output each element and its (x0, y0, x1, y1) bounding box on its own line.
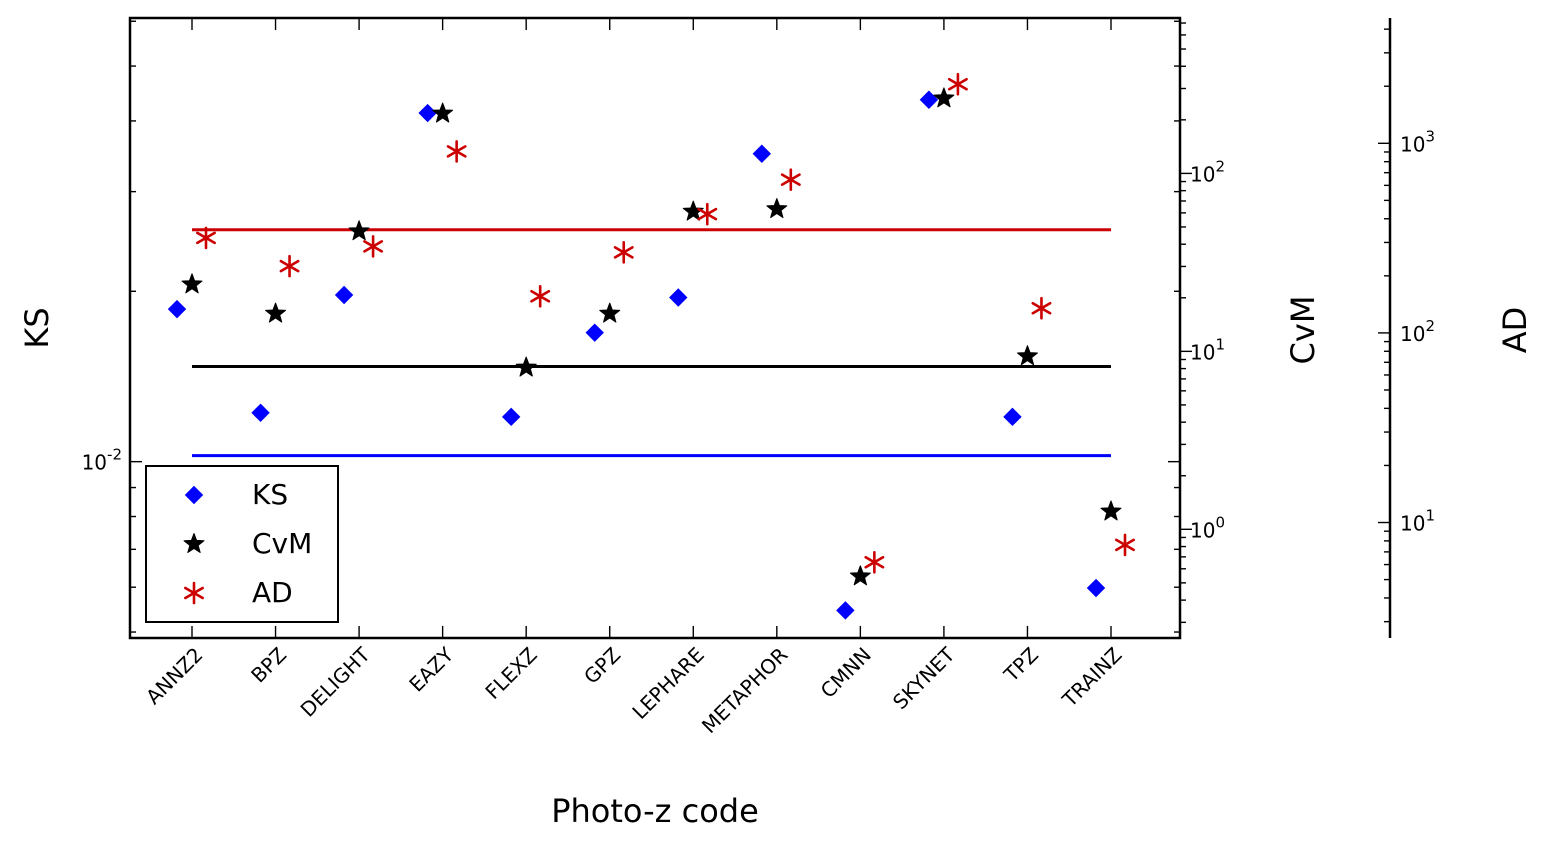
point-ad-metaphor (780, 168, 801, 191)
legend-markers (183, 485, 205, 605)
cvm-axis-title: CvM (1284, 296, 1322, 365)
x-tick-label: GPZ (579, 643, 625, 689)
point-ks-eazy (418, 103, 437, 123)
point-ad-gpz (613, 241, 634, 264)
legend-marker-cvm (183, 533, 205, 553)
point-ad-tpz (1031, 296, 1052, 320)
point-cvm-skynet (933, 87, 955, 108)
point-cvm-tpz (1016, 345, 1038, 366)
point-ks-gpz (585, 323, 604, 342)
x-tick-label: TPZ (998, 643, 1043, 688)
point-ks-metaphor (752, 144, 772, 163)
x-axis-title: Photo-z code (551, 792, 759, 830)
point-cvm-gpz (599, 302, 621, 323)
point-cvm-flexz (515, 356, 537, 377)
point-ks-trainz (1086, 578, 1106, 598)
x-tick-label: LEPHARE (627, 643, 708, 724)
legend-label-cvm: CvM (252, 527, 312, 560)
legend-label-ad: AD (252, 576, 293, 609)
point-ad-annz2 (196, 226, 216, 250)
tick-label-cvm: 101 (1190, 335, 1225, 364)
x-tick-label: BPZ (246, 643, 291, 688)
legend-label-ks: KS (252, 478, 288, 511)
point-ks-cmnn (836, 601, 855, 620)
tick-label-ad: 103 (1400, 127, 1435, 156)
point-ad-skynet (947, 72, 968, 96)
point-ad-trainz (1115, 533, 1135, 557)
point-ad-delight (363, 235, 384, 258)
x-tick-label: DELIGHT (296, 642, 376, 722)
point-ad-annz2-stroke (196, 231, 216, 245)
x-tick-label: EAZY (404, 642, 458, 696)
tick-label-ad: 102 (1400, 317, 1435, 346)
x-tick-label: FLEXZ (480, 643, 541, 704)
reference-lines (192, 228, 1111, 458)
point-cvm-eazy (432, 102, 454, 123)
x-tick-label: TRAINZ (1057, 643, 1127, 713)
legend-marker-ad-stroke (184, 586, 204, 600)
point-ad-metaphor-stroke (780, 173, 801, 186)
tick-label-cvm: 100 (1190, 513, 1225, 542)
x-tick-label: METAPHOR (697, 642, 793, 738)
x-tick-label: ANNZ2 (141, 643, 207, 709)
point-ks-tpz (1003, 407, 1022, 427)
point-ad-trainz-stroke (1115, 538, 1135, 552)
ks-axis-title: KS (18, 307, 56, 348)
point-cvm-bpz (265, 302, 287, 323)
point-ks-annz2 (167, 299, 187, 319)
legend-marker-ad (184, 581, 204, 605)
x-tick-label: CMNN (816, 643, 876, 703)
point-ad-lephare-stroke (697, 207, 718, 221)
point-ad-bpz-stroke (279, 259, 300, 273)
tick-label-ks: 10-2 (82, 446, 122, 475)
point-ad-flexz (530, 284, 551, 308)
data-points (167, 72, 1135, 620)
point-ad-skynet-stroke (947, 77, 968, 91)
point-ad-cmnn (864, 550, 885, 574)
legend-frame (145, 465, 339, 623)
point-cvm-trainz (1100, 500, 1122, 521)
point-ad-delight-stroke (363, 240, 384, 253)
plot-frame (128, 16, 1182, 640)
tick-label-cvm: 102 (1190, 157, 1225, 186)
point-cvm-lephare (682, 200, 704, 221)
legend: KS CvM AD (145, 465, 339, 623)
point-ad-gpz-stroke (613, 246, 634, 259)
point-ad-flexz-stroke (530, 289, 551, 303)
point-cvm-delight (348, 220, 370, 241)
point-ks-flexz (501, 407, 521, 427)
point-ks-bpz (251, 403, 270, 422)
axis-ticks: 10-2 100 101 102 101 102 103 ANNZ2 BPZ DELIGHT EAZ… (82, 18, 1435, 738)
tick-label-ad: 101 (1400, 507, 1435, 536)
point-ad-cmnn-stroke (864, 555, 885, 569)
ad-axis-title: AD (1496, 307, 1534, 354)
x-tick-label: SKYNET (888, 642, 960, 714)
point-ad-eazy (446, 140, 467, 163)
point-cvm-metaphor (766, 198, 788, 219)
point-cvm-annz2 (181, 273, 203, 294)
legend-marker-ks (184, 485, 204, 505)
point-ks-delight (334, 285, 354, 305)
point-ks-skynet (919, 90, 939, 109)
point-ks-lephare (669, 288, 688, 307)
point-ad-lephare (697, 202, 718, 226)
point-ad-tpz-stroke (1031, 301, 1052, 315)
point-ad-bpz (279, 254, 300, 278)
point-ad-eazy-stroke (446, 145, 467, 158)
point-cvm-cmnn (849, 565, 871, 586)
